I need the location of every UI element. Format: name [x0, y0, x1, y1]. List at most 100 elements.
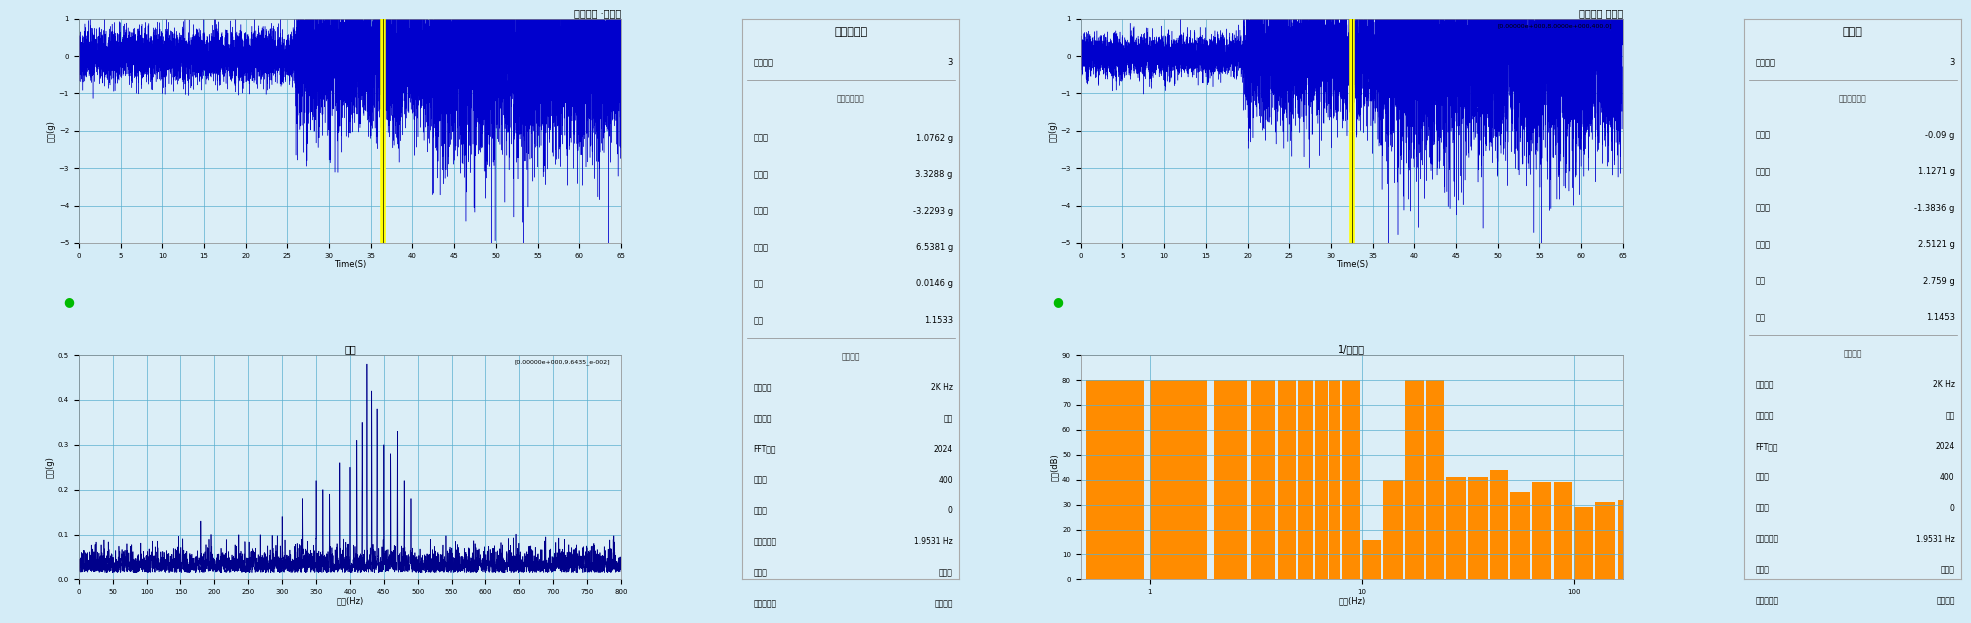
Text: 计算统计参数: 计算统计参数 [838, 95, 865, 103]
Text: FFT块长: FFT块长 [753, 445, 777, 454]
Text: 3: 3 [948, 58, 952, 67]
Text: 2K Hz: 2K Hz [930, 383, 952, 392]
Text: 最大值: 最大值 [753, 170, 769, 179]
Text: 窗函数: 窗函数 [753, 568, 767, 577]
Text: 频率分辨率: 频率分辨率 [753, 537, 777, 546]
Bar [1277, 380, 1297, 579]
Text: 均値: 均値 [753, 279, 763, 288]
Text: 1.9531 Hz: 1.9531 Hz [1916, 535, 1955, 543]
Text: 谱线数: 谱线数 [753, 476, 767, 485]
Text: 方差: 方差 [753, 316, 763, 325]
Text: 平均方法：: 平均方法： [1754, 596, 1778, 605]
Bar [1149, 380, 1208, 579]
Text: 分析方法: 分析方法 [753, 414, 773, 423]
Text: 峰値值: 峰値值 [1754, 240, 1770, 249]
Bar [1086, 380, 1143, 579]
Text: 分析通道: 分析通道 [1754, 58, 1776, 67]
Bar [1299, 380, 1313, 579]
Text: -1.3836 g: -1.3836 g [1914, 204, 1955, 212]
Bar [1553, 482, 1573, 579]
Bar [1405, 380, 1423, 579]
Text: 有效值: 有效值 [753, 134, 769, 143]
Title: 频谱: 频谱 [345, 345, 357, 354]
Text: 线性平均: 线性平均 [1936, 596, 1955, 605]
Bar [1328, 380, 1340, 579]
Text: 0: 0 [948, 506, 952, 515]
Y-axis label: 噪声(dB): 噪声(dB) [1051, 454, 1058, 481]
X-axis label: Time(S): Time(S) [333, 260, 367, 269]
Text: 重叠率: 重叠率 [1754, 503, 1770, 513]
Text: [0.00000e+000,8.0000e+000,400.0]: [0.00000e+000,8.0000e+000,400.0] [1498, 23, 1612, 28]
Text: 最小值: 最小值 [1754, 204, 1770, 212]
Bar [1252, 380, 1275, 579]
Text: 检测: 检测 [944, 414, 952, 423]
Bar [1468, 477, 1488, 579]
Y-axis label: 噪声(g): 噪声(g) [45, 456, 55, 478]
Text: 1.9531 Hz: 1.9531 Hz [915, 537, 952, 546]
Text: 均値: 均値 [1754, 277, 1766, 285]
Bar [1382, 480, 1403, 579]
Bar [1214, 380, 1248, 579]
Text: 谱线数: 谱线数 [1754, 473, 1770, 482]
Bar [1315, 380, 1328, 579]
Text: FFT块长: FFT块长 [1754, 442, 1778, 451]
Bar [1595, 502, 1616, 579]
Text: 平均方法：: 平均方法： [753, 599, 777, 608]
Bar [1447, 477, 1466, 579]
Text: [0.00000e+000,9.6435_e-002]: [0.00000e+000,9.6435_e-002] [514, 359, 611, 365]
Text: 信息栏: 信息栏 [1843, 27, 1863, 37]
Text: 有效值: 有效值 [1754, 131, 1770, 140]
X-axis label: 频率(Hz): 频率(Hz) [1338, 596, 1366, 606]
Title: 1/借频程: 1/借频程 [1338, 345, 1366, 354]
Text: 最小值: 最小值 [753, 207, 769, 216]
Bar [1490, 470, 1508, 579]
Text: 1.1533: 1.1533 [924, 316, 952, 325]
Text: -0.09 g: -0.09 g [1926, 131, 1955, 140]
Text: 1.0762 g: 1.0762 g [917, 134, 952, 143]
Text: 最大值: 最大值 [1754, 168, 1770, 176]
Text: 0: 0 [1949, 503, 1955, 513]
Text: 采样频率: 采样频率 [1754, 380, 1774, 389]
Text: 400: 400 [938, 476, 952, 485]
Text: 频率分辨率: 频率分辨率 [1754, 535, 1778, 543]
X-axis label: Time(S): Time(S) [1336, 260, 1368, 269]
Text: 3.3288 g: 3.3288 g [915, 170, 952, 179]
Bar [1342, 380, 1360, 579]
Text: 时域波形 ·通道三: 时域波形 ·通道三 [574, 8, 621, 18]
Text: -3.2293 g: -3.2293 g [913, 207, 952, 216]
Text: 计算统计参数: 计算统计参数 [1839, 95, 1867, 103]
Bar [1425, 380, 1445, 579]
Text: ●: ● [1053, 295, 1064, 308]
Y-axis label: 噪声(g): 噪声(g) [1049, 120, 1058, 142]
Text: 分析方法: 分析方法 [1754, 411, 1774, 420]
Bar [1531, 482, 1551, 579]
Text: 400: 400 [1939, 473, 1955, 482]
Text: 2.759 g: 2.759 g [1924, 277, 1955, 285]
Bar [1362, 540, 1380, 579]
Text: ●: ● [63, 295, 75, 308]
Text: 2K Hz: 2K Hz [1934, 380, 1955, 389]
Text: 重叠率: 重叠率 [753, 506, 767, 515]
Bar [1618, 500, 1638, 579]
Text: 窗函数: 窗函数 [1754, 566, 1770, 574]
Text: 3: 3 [1949, 58, 1955, 67]
Text: 1.1453: 1.1453 [1926, 313, 1955, 322]
Text: 0.0146 g: 0.0146 g [917, 279, 952, 288]
Y-axis label: 噪声(g): 噪声(g) [47, 120, 55, 142]
Text: 2.5121 g: 2.5121 g [1918, 240, 1955, 249]
Text: 方差: 方差 [1754, 313, 1766, 322]
Text: 1.1271 g: 1.1271 g [1918, 168, 1955, 176]
Text: 分析通道: 分析通道 [753, 58, 773, 67]
Text: 采样频率: 采样频率 [753, 383, 773, 392]
Bar [1575, 507, 1593, 579]
Text: 汉宁窗: 汉宁窗 [938, 568, 952, 577]
Text: 检测: 检测 [1945, 411, 1955, 420]
Text: 峰値值: 峰値值 [753, 243, 769, 252]
Text: 线性平均: 线性平均 [934, 599, 952, 608]
Text: 时域波形 通道三: 时域波形 通道三 [1579, 8, 1622, 18]
Text: 分析参数: 分析参数 [1843, 350, 1863, 358]
Text: 汉宁窗: 汉宁窗 [1941, 566, 1955, 574]
Bar [1510, 492, 1529, 579]
Text: 分析参数: 分析参数 [842, 352, 859, 361]
X-axis label: 频率(Hz): 频率(Hz) [337, 596, 363, 606]
